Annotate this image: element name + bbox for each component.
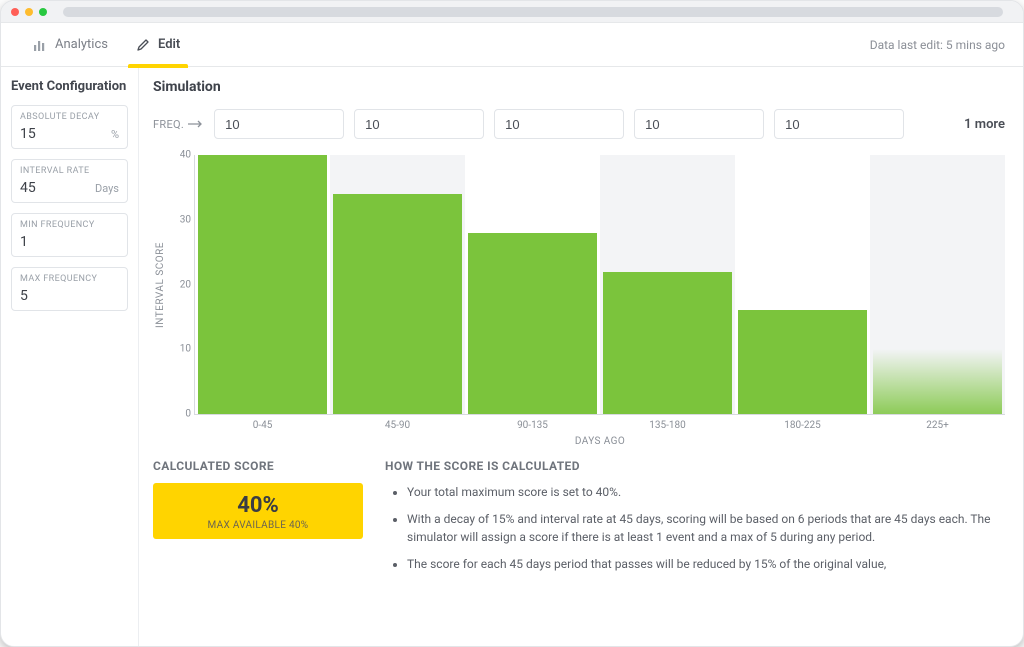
chart-bar — [198, 155, 328, 414]
sidebar-title: Event Configuration — [11, 79, 128, 95]
last-edit-meta: Data last edit: 5 mins ago — [870, 38, 1005, 52]
freq-label: FREQ. — [153, 118, 204, 131]
chart-column: 90-135 — [465, 155, 600, 414]
x-axis-label: DAYS AGO — [195, 414, 1005, 447]
main-panel: Simulation FREQ. 1 more INTERVAL SCORE 0… — [139, 67, 1023, 646]
y-tick: 30 — [165, 214, 191, 225]
chart-bar — [738, 310, 868, 414]
calculated-score-panel: CALCULATED SCORE 40% MAX AVAILABLE 40% — [153, 459, 363, 581]
score-value: 40% — [163, 493, 353, 518]
sidebar: Event Configuration ABSOLUTE DECAY 15 % … — [1, 67, 139, 646]
field-value: 5 — [20, 288, 28, 304]
field-unit: Days — [95, 182, 119, 195]
chart-column: 225+ — [870, 155, 1005, 414]
field-label: INTERVAL RATE — [20, 166, 119, 176]
chart-column: 45-90 — [330, 155, 465, 414]
score-sub: MAX AVAILABLE 40% — [163, 520, 353, 531]
chart-bar — [603, 272, 733, 414]
chart-column: 180-225 — [735, 155, 870, 414]
y-tick: 20 — [165, 279, 191, 290]
field-label: MAX FREQUENCY — [20, 274, 119, 284]
field-unit: % — [111, 128, 119, 141]
tab-edit[interactable]: Edit — [122, 23, 194, 67]
score-title: CALCULATED SCORE — [153, 459, 363, 473]
window-close-dot[interactable] — [11, 8, 19, 16]
window-max-dot[interactable] — [39, 8, 47, 16]
tabs-bar: Analytics Edit Data last edit: 5 mins ag… — [1, 23, 1023, 67]
frequency-row: FREQ. 1 more — [153, 109, 1005, 139]
field-absolute-decay[interactable]: ABSOLUTE DECAY 15 % — [11, 105, 128, 149]
freq-input-4[interactable] — [774, 109, 904, 139]
field-label: MIN FREQUENCY — [20, 220, 119, 230]
app-window: Analytics Edit Data last edit: 5 mins ag… — [0, 0, 1024, 647]
field-value: 15 — [20, 126, 36, 142]
explain-panel: HOW THE SCORE IS CALCULATED Your total m… — [385, 459, 1005, 581]
freq-input-2[interactable] — [494, 109, 624, 139]
arrow-right-icon — [188, 120, 204, 128]
score-box: 40% MAX AVAILABLE 40% — [153, 483, 363, 539]
titlebar — [1, 1, 1023, 23]
tab-analytics[interactable]: Analytics — [19, 23, 122, 67]
field-interval-rate[interactable]: INTERVAL RATE 45 Days — [11, 159, 128, 203]
analytics-icon — [33, 38, 47, 52]
explain-bullet: The score for each 45 days period that p… — [407, 555, 1005, 574]
field-label: ABSOLUTE DECAY — [20, 112, 119, 122]
chart-bars: 0-4545-9090-135135-180180-225225+ — [195, 155, 1005, 414]
url-bar[interactable] — [63, 7, 1003, 17]
field-value: 45 — [20, 180, 36, 196]
chart-column: 135-180 — [600, 155, 735, 414]
chart-bar-faded — [873, 349, 1003, 414]
explain-title: HOW THE SCORE IS CALCULATED — [385, 459, 1005, 473]
y-tick: 10 — [165, 344, 191, 355]
explain-bullet: Your total maximum score is set to 40%. — [407, 483, 1005, 502]
interval-score-chart: 0-4545-9090-135135-180180-225225+ DAYS A… — [194, 155, 1005, 415]
page-title: Simulation — [153, 79, 1005, 95]
chart-bar — [333, 194, 463, 414]
y-tick: 0 — [165, 409, 191, 420]
explain-list: Your total maximum score is set to 40%. W… — [385, 483, 1005, 573]
field-min-frequency[interactable]: MIN FREQUENCY 1 — [11, 213, 128, 257]
freq-input-0[interactable] — [214, 109, 344, 139]
bottom-panels: CALCULATED SCORE 40% MAX AVAILABLE 40% H… — [153, 459, 1005, 587]
field-max-frequency[interactable]: MAX FREQUENCY 5 — [11, 267, 128, 311]
pencil-icon — [136, 38, 150, 52]
tab-analytics-label: Analytics — [55, 37, 108, 52]
chart-column: 0-45 — [195, 155, 330, 414]
freq-label-text: FREQ. — [153, 118, 184, 131]
explain-bullet: With a decay of 15% and interval rate at… — [407, 510, 1005, 547]
freq-inputs — [214, 109, 948, 139]
chart-wrap: INTERVAL SCORE 0-4545-9090-135135-180180… — [153, 155, 1005, 415]
y-tick: 40 — [165, 150, 191, 161]
freq-more-link[interactable]: 1 more — [964, 117, 1005, 132]
tab-edit-label: Edit — [158, 37, 180, 52]
field-value: 1 — [20, 234, 28, 250]
window-min-dot[interactable] — [25, 8, 33, 16]
freq-input-1[interactable] — [354, 109, 484, 139]
chart-bar — [468, 233, 598, 414]
freq-input-3[interactable] — [634, 109, 764, 139]
